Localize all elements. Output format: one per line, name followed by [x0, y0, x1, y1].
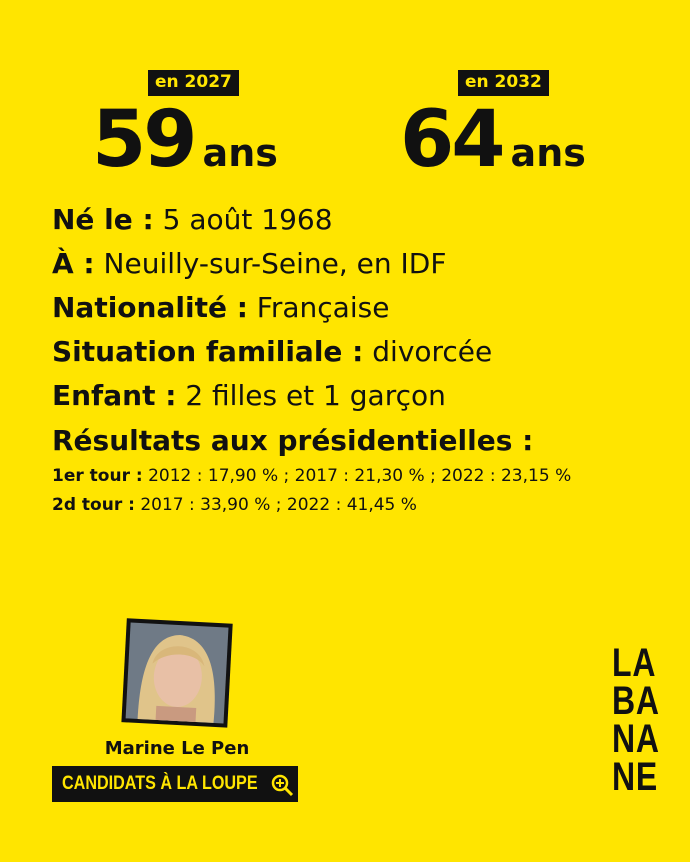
- facts-list: Né le : 5 août 1968 À : Neuilly-sur-Seine…: [52, 198, 492, 418]
- series-badge: CANDIDATS À LA LOUPE: [52, 766, 298, 802]
- logo-line: LA: [612, 641, 657, 685]
- results-list: 1er tour : 2012 : 17,90 % ; 2017 : 21,30…: [52, 466, 571, 524]
- result-value: 2017 : 33,90 % ; 2022 : 41,45 %: [140, 495, 417, 515]
- series-title: CANDIDATS À LA LOUPE: [62, 773, 258, 794]
- fact-label: Né le :: [52, 203, 154, 236]
- fact-value: divorcée: [372, 335, 493, 368]
- age-unit: ans: [510, 131, 586, 175]
- fact-value: 2 filles et 1 garçon: [185, 379, 446, 412]
- results-title: Résultats aux présidentielles :: [52, 424, 534, 457]
- fact-label: Nationalité :: [52, 291, 248, 324]
- fact-line: Enfant : 2 filles et 1 garçon: [52, 374, 492, 418]
- fact-value: 5 août 1968: [162, 203, 333, 236]
- result-line: 2d tour : 2017 : 33,90 % ; 2022 : 41,45 …: [52, 495, 571, 515]
- zoom-icon: [271, 774, 294, 797]
- age-number: 64: [400, 95, 506, 185]
- fact-line: Né le : 5 août 1968: [52, 198, 492, 242]
- person-name: Marine Le Pen: [104, 738, 250, 759]
- result-value: 2012 : 17,90 % ; 2017 : 21,30 % ; 2022 :…: [148, 466, 572, 486]
- age-unit: ans: [202, 131, 278, 175]
- result-label: 1er tour :: [52, 466, 143, 486]
- fact-label: Situation familiale :: [52, 335, 364, 368]
- logo-line: NA: [612, 717, 660, 761]
- fact-value: Française: [256, 291, 390, 324]
- fact-line: À : Neuilly-sur-Seine, en IDF: [52, 242, 492, 286]
- age-block: 64 ans: [400, 95, 586, 185]
- fact-line: Nationalité : Française: [52, 286, 492, 330]
- age-number: 59: [92, 95, 198, 185]
- age-badge: en 2027: [148, 70, 239, 96]
- logo-line: BA: [612, 679, 660, 723]
- fact-label: À :: [52, 247, 95, 280]
- age-badge: en 2032: [458, 70, 549, 96]
- result-line: 1er tour : 2012 : 17,90 % ; 2017 : 21,30…: [52, 466, 571, 486]
- fact-value: Neuilly-sur-Seine, en IDF: [103, 247, 447, 280]
- logo: LA BA NA NE: [612, 641, 660, 799]
- logo-line: NE: [612, 755, 659, 799]
- age-block: 59 ans: [92, 95, 278, 185]
- result-label: 2d tour :: [52, 495, 135, 515]
- portrait: [121, 618, 233, 728]
- fact-line: Situation familiale : divorcée: [52, 330, 492, 374]
- fact-label: Enfant :: [52, 379, 177, 412]
